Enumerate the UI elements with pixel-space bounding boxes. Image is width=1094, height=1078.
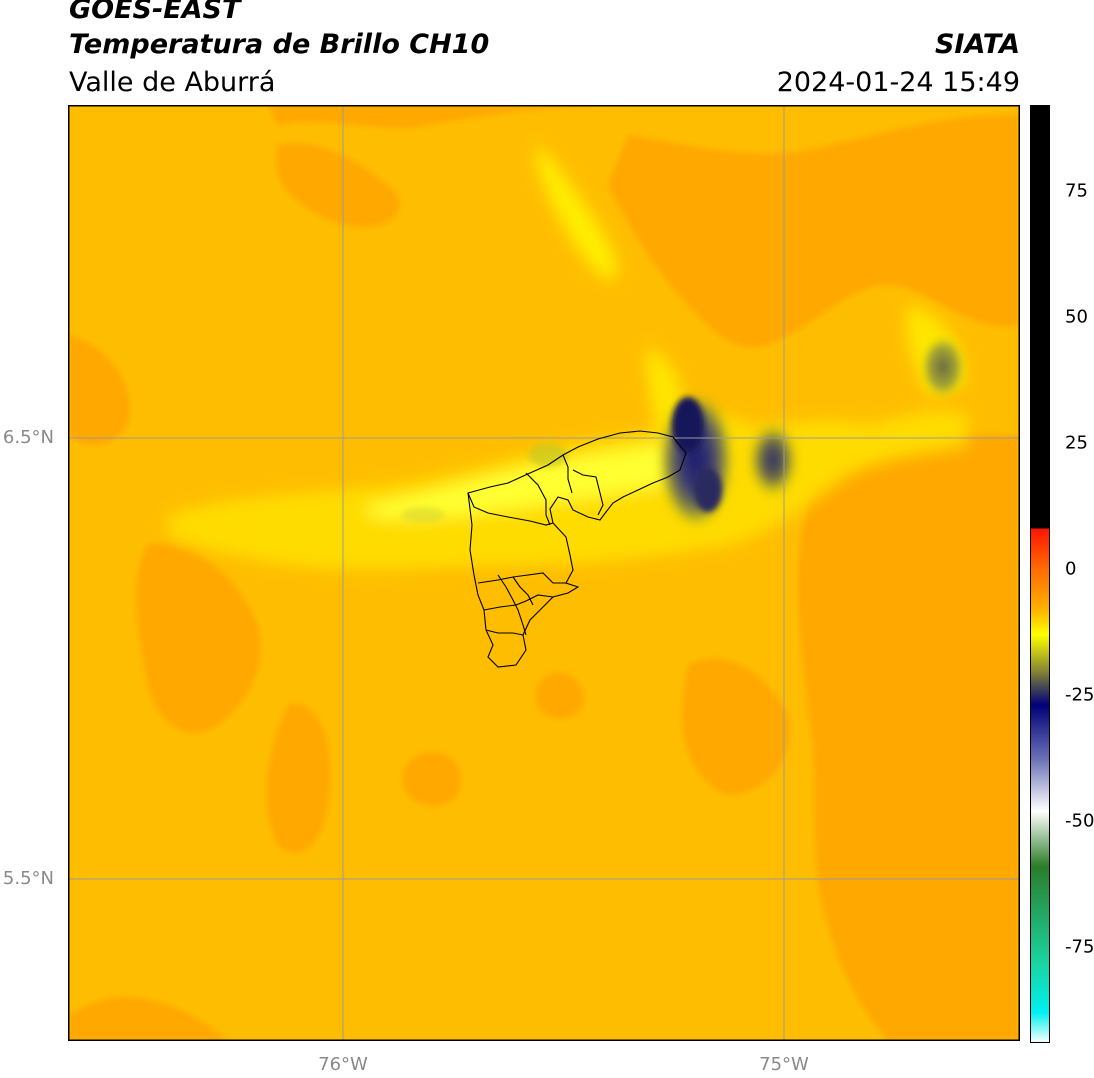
lat-label-5-5N: 5.5°N: [2, 868, 54, 889]
map-canvas: [68, 105, 1020, 1041]
colorbar-tick-label: 25: [1065, 432, 1088, 454]
cold-cloud-cores: [401, 333, 967, 530]
lat-label-6-5N: 6.5°N: [2, 427, 54, 448]
warm-regions: [68, 105, 1020, 1041]
timestamp-label: 2024-01-24 15:49: [776, 67, 1020, 98]
colorbar-tick-label: 75: [1065, 180, 1088, 202]
colorbar-tick-label: -50: [1065, 810, 1094, 832]
colorbar-tick-label: 50: [1065, 306, 1088, 328]
satellite-title: GOES-EAST: [69, 0, 241, 25]
colorbar-tick-label: 0: [1065, 558, 1077, 580]
lon-label-76W: 76°W: [318, 1054, 368, 1075]
lon-label-75W: 75°W: [759, 1054, 809, 1075]
colorbar-gradient: [1030, 105, 1050, 1043]
product-title: Temperatura de Brillo CH10: [69, 29, 490, 60]
organization-label: SIATA: [934, 29, 1020, 60]
colorbar-tick-label: -25: [1065, 684, 1094, 706]
colorbar: [1030, 105, 1050, 1043]
colorbar-tick-label: -75: [1065, 936, 1094, 958]
map-panel: [68, 105, 1020, 1041]
graticule: [68, 105, 1020, 1041]
municipal-boundaries: [467, 430, 687, 668]
region-subtitle: Valle de Aburrá: [69, 67, 276, 98]
map-border: [68, 105, 1020, 1041]
